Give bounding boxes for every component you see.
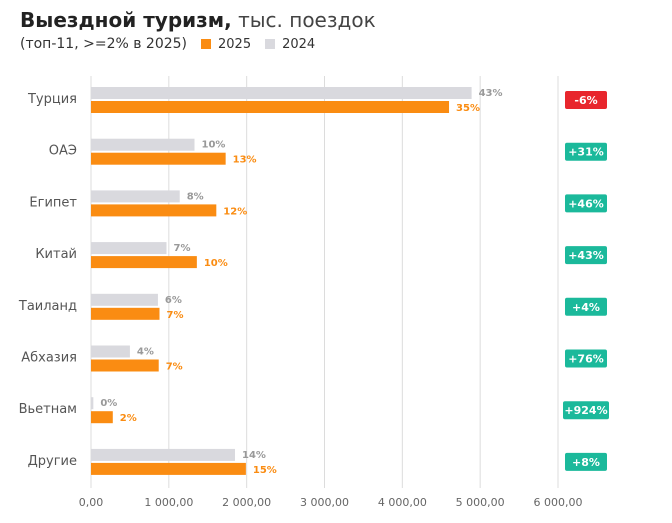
x-tick-label: 0,00 bbox=[79, 496, 104, 509]
x-tick-label: 2 000,00 bbox=[222, 496, 271, 509]
change-badge bbox=[565, 194, 607, 213]
bar-label-2024: 0% bbox=[100, 398, 117, 409]
change-badges: -6% +31% +46% +43% +4% +76% +924% +8% bbox=[563, 91, 609, 471]
legend-item-2024: 2024 bbox=[265, 37, 315, 52]
category-label: Другие bbox=[28, 454, 77, 469]
change-badge-label: +43% bbox=[568, 249, 604, 262]
bar-label-2025: 10% bbox=[204, 258, 228, 269]
bar-label-2024: 8% bbox=[187, 191, 204, 202]
bar-2024 bbox=[91, 242, 167, 255]
bar-2025 bbox=[91, 359, 159, 372]
change-badge bbox=[565, 246, 607, 265]
bar-label-2025: 35% bbox=[456, 103, 480, 114]
change-badge-label: +76% bbox=[568, 353, 604, 366]
bar-2024 bbox=[91, 190, 180, 203]
legend-item-2025: 2025 bbox=[201, 37, 251, 52]
bar-2025 bbox=[91, 462, 246, 475]
legend-label-2025: 2025 bbox=[218, 36, 252, 52]
bar-2024 bbox=[91, 448, 235, 461]
change-badge-label: +46% bbox=[568, 197, 604, 210]
x-tick-label: 1 000,00 bbox=[144, 496, 193, 509]
bar-2025 bbox=[91, 101, 450, 113]
bar-label-2025: 15% bbox=[253, 465, 277, 476]
change-badge-label: +4% bbox=[572, 301, 600, 314]
x-tick-label: 5 000,00 bbox=[456, 496, 505, 509]
category-label: Абхазия bbox=[21, 351, 77, 366]
change-badge bbox=[565, 91, 607, 109]
x-axis-ticks: 0,00 1 000,00 2 000,00 3 000,00 4 000,00 5 00… bbox=[79, 496, 583, 509]
bars: Турция 43% 35% ОАЭ 10% 13% Египет 8% 12% Китай 7% 1… bbox=[18, 87, 503, 476]
bar-label-2024: 6% bbox=[165, 295, 182, 306]
category-label: Таиланд bbox=[18, 299, 77, 314]
chart-title-main: Выездной туризм, bbox=[20, 8, 232, 32]
legend-swatch-2024 bbox=[265, 39, 276, 49]
x-tick-label: 6 000,00 bbox=[534, 496, 583, 509]
chart-subtitle: (топ-11, >=2% в 2025) bbox=[20, 36, 188, 52]
category-label: Вьетнам bbox=[19, 402, 77, 417]
bar-2025 bbox=[91, 204, 217, 217]
x-tick-label: 4 000,00 bbox=[378, 496, 427, 509]
bar-label-2024: 10% bbox=[202, 140, 226, 151]
chart-subtitle-row: (топ-11, >=2% в 2025) 2025 2024 bbox=[20, 36, 315, 52]
legend-swatch-2025 bbox=[201, 39, 212, 49]
bar-label-2025: 13% bbox=[233, 155, 257, 166]
bar-2024 bbox=[91, 293, 158, 306]
bar-2025 bbox=[91, 256, 197, 269]
bar-2025 bbox=[91, 152, 226, 165]
bar-2025 bbox=[91, 307, 160, 320]
bar-label-2024: 4% bbox=[137, 347, 154, 358]
bar-label-2024: 14% bbox=[242, 450, 266, 461]
category-label: ОАЭ bbox=[49, 144, 77, 159]
change-badge-label: +8% bbox=[572, 456, 600, 469]
change-badge bbox=[565, 349, 607, 368]
category-label: Китай bbox=[35, 247, 77, 262]
grid-lines bbox=[90, 76, 559, 488]
change-badge bbox=[565, 142, 607, 161]
bar-label-2025: 2% bbox=[120, 413, 137, 424]
category-label: Турция bbox=[27, 92, 77, 107]
bar-label-2024: 43% bbox=[479, 88, 503, 99]
bar-label-2025: 7% bbox=[166, 310, 183, 321]
bar-2024 bbox=[91, 138, 195, 151]
change-badge bbox=[563, 401, 609, 420]
change-badge bbox=[565, 297, 607, 316]
bar-label-2025: 12% bbox=[223, 206, 247, 217]
bar-2024 bbox=[91, 345, 130, 358]
legend-label-2024: 2024 bbox=[282, 36, 316, 52]
bar-2024 bbox=[91, 397, 94, 410]
bar-2024 bbox=[91, 87, 472, 99]
change-badge-label: -6% bbox=[574, 94, 597, 107]
bar-label-2024: 7% bbox=[173, 243, 190, 254]
chart-title-units: тыс. поездок bbox=[238, 8, 376, 32]
change-badge bbox=[565, 452, 607, 471]
x-tick-label: 3 000,00 bbox=[300, 496, 349, 509]
bar-2025 bbox=[91, 411, 113, 424]
chart-title: Выездной туризм, тыс. поездок bbox=[20, 8, 376, 32]
category-label: Египет bbox=[29, 195, 77, 210]
change-badge-label: +31% bbox=[568, 146, 604, 159]
bar-label-2025: 7% bbox=[166, 362, 183, 373]
change-badge-label: +924% bbox=[564, 404, 607, 417]
